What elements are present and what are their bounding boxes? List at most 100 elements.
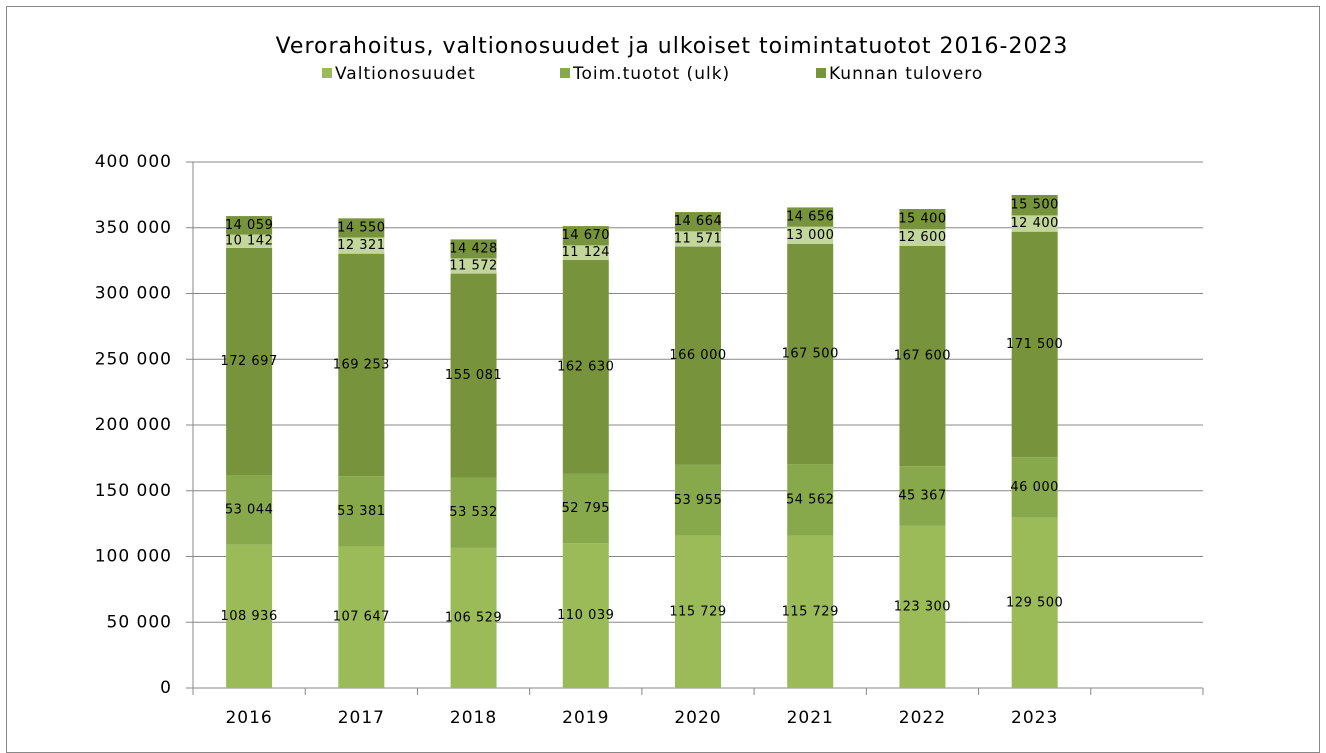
bar-segment	[787, 464, 834, 536]
bar-segment	[338, 237, 385, 254]
data-label: 14 550	[337, 220, 386, 235]
y-tick-label: 250 000	[95, 349, 172, 369]
data-label: 12 600	[898, 230, 947, 245]
data-label: 53 044	[225, 502, 274, 517]
data-label: 11 572	[449, 258, 498, 273]
bar-segment	[450, 258, 497, 274]
x-tick-label: 2018	[450, 708, 497, 728]
data-label: 171 500	[1006, 337, 1063, 352]
data-label: 108 936	[220, 609, 277, 624]
y-tick-label: 300 000	[95, 284, 172, 304]
legend-label: Valtionosuudet	[335, 64, 476, 84]
bar-segment	[562, 226, 609, 246]
y-tick-label: 0	[160, 678, 172, 698]
data-label: 106 529	[445, 610, 502, 625]
x-tick-label: 2019	[562, 708, 609, 728]
bar-segment	[562, 245, 609, 261]
x-tick-label: 2017	[338, 708, 385, 728]
data-label: 12 400	[1010, 216, 1059, 231]
data-label: 110 039	[557, 608, 614, 623]
bar-segment	[1011, 231, 1058, 458]
bar-segment	[675, 535, 721, 688]
bar-segment	[226, 474, 273, 545]
data-label: 15 400	[898, 212, 947, 227]
bar-segment	[226, 216, 273, 235]
bar-segment	[899, 245, 946, 467]
data-label: 10 142	[225, 234, 274, 249]
y-tick-label: 200 000	[95, 415, 172, 435]
bar-segment	[675, 212, 721, 232]
bar-segment	[338, 476, 385, 547]
data-label: 115 729	[782, 604, 839, 619]
x-tick-label: 2021	[787, 708, 834, 728]
bar-segment	[562, 473, 609, 544]
y-tick-label: 100 000	[95, 547, 172, 567]
data-label: 52 795	[562, 501, 611, 516]
data-label: 166 000	[669, 348, 726, 363]
legend-label: Kunnan tulovero	[829, 64, 983, 84]
bar-segment	[787, 243, 834, 465]
data-label: 53 532	[449, 505, 498, 520]
data-label: 115 729	[669, 604, 726, 619]
bar-segment	[450, 239, 497, 259]
bar-segment	[899, 229, 946, 246]
bar-segment	[450, 547, 497, 688]
data-label: 11 571	[674, 231, 723, 246]
bar-segment	[338, 546, 385, 688]
bar-segment	[675, 231, 721, 247]
bar-segment	[562, 543, 609, 688]
y-tick-label: 400 000	[95, 152, 172, 172]
bar-segment	[1011, 457, 1058, 518]
legend-swatch	[816, 68, 826, 78]
data-label: 53 381	[337, 504, 386, 519]
bar-segment	[226, 234, 273, 248]
legend-label: Toim.tuotot (ulk)	[572, 64, 730, 84]
bar-segment	[787, 207, 834, 227]
data-label: 162 630	[557, 359, 614, 374]
bar-segment	[338, 218, 385, 238]
bar-segment	[226, 247, 273, 475]
data-label: 15 500	[1010, 198, 1059, 213]
data-label: 129 500	[1006, 595, 1063, 610]
bar-segment	[562, 260, 609, 474]
y-tick-label: 350 000	[95, 218, 172, 238]
bar-segment	[1011, 517, 1058, 688]
data-label: 14 656	[786, 210, 835, 225]
bar-segment	[450, 273, 497, 478]
x-tick-label: 2022	[899, 708, 946, 728]
bar-segment	[450, 477, 497, 548]
data-label: 107 647	[333, 610, 390, 625]
data-label: 14 664	[674, 214, 723, 229]
data-label: 167 500	[782, 346, 839, 361]
bar-segment	[1011, 195, 1058, 216]
data-label: 14 428	[449, 241, 498, 256]
bar-segment	[899, 208, 946, 230]
bar-segment	[787, 535, 834, 688]
data-label: 53 955	[674, 493, 723, 508]
bar-segment	[675, 246, 721, 465]
bar-segment	[338, 253, 385, 477]
data-label: 172 697	[220, 354, 277, 369]
y-tick-label: 50 000	[107, 612, 172, 632]
data-label: 155 081	[445, 368, 502, 383]
data-label: 169 253	[333, 357, 390, 372]
chart-frame	[6, 6, 1320, 753]
data-label: 123 300	[894, 599, 951, 614]
chart-title: Verorahoitus, valtionosuudet ja ulkoiset…	[276, 34, 1069, 59]
bar-segment	[1011, 215, 1058, 232]
bar-segment	[899, 466, 946, 526]
x-tick-label: 2020	[674, 708, 721, 728]
y-tick-label: 150 000	[95, 481, 172, 501]
bar-segment	[899, 525, 946, 688]
data-label: 54 562	[786, 492, 835, 507]
data-label: 46 000	[1010, 480, 1059, 495]
legend-swatch	[560, 68, 570, 78]
x-tick-label: 2016	[225, 708, 272, 728]
bar-segment	[226, 544, 273, 688]
data-label: 14 670	[562, 228, 611, 243]
bar-segment	[675, 464, 721, 536]
data-label: 45 367	[898, 489, 947, 504]
x-tick-label: 2023	[1011, 708, 1058, 728]
data-label: 12 321	[337, 238, 386, 253]
